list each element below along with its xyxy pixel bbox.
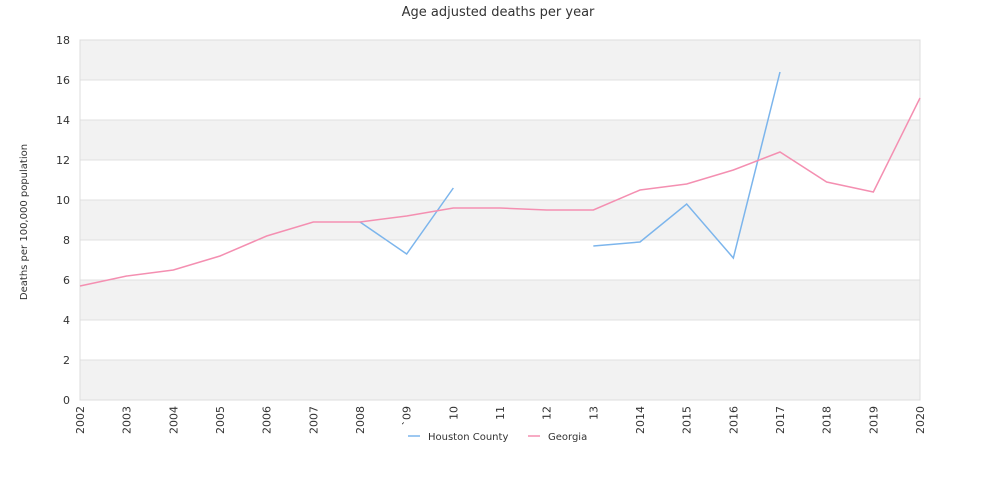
legend[interactable]: Houston County Georgia xyxy=(408,432,587,443)
grid-band xyxy=(80,40,920,80)
grid-band xyxy=(80,320,920,360)
x-tick-label: 2005 xyxy=(214,406,227,434)
y-tick-label: 10 xyxy=(56,194,70,207)
grid-bands xyxy=(80,40,920,400)
y-tick-label: 0 xyxy=(63,394,70,407)
x-tick-label: 10 xyxy=(447,406,460,420)
x-tick-label: 2008 xyxy=(354,406,367,434)
x-tick-label: 2003 xyxy=(121,406,134,434)
x-axis-ticks: 2002 2003 2004 2005 2006 2007 2008 `09 10 11 12 13 2… xyxy=(74,406,927,434)
x-tick-label: 11 xyxy=(494,406,507,420)
y-tick-label: 6 xyxy=(63,274,70,287)
grid-band xyxy=(80,360,920,400)
x-tick-label: 2014 xyxy=(634,406,647,434)
grid-band xyxy=(80,80,920,120)
y-axis-ticks: 0 2 4 6 8 10 12 14 16 18 xyxy=(56,34,70,407)
x-tick-label: 2016 xyxy=(727,406,740,434)
legend-label: Houston County xyxy=(428,432,508,443)
x-tick-label: 2018 xyxy=(821,406,834,434)
grid-band xyxy=(80,120,920,160)
x-tick-label: 12 xyxy=(541,406,554,420)
x-tick-label: 13 xyxy=(587,406,600,420)
x-tick-label: 2006 xyxy=(261,406,274,434)
x-tick-label: 2007 xyxy=(307,406,320,434)
y-tick-label: 14 xyxy=(56,114,70,127)
y-tick-label: 8 xyxy=(63,234,70,247)
y-tick-label: 16 xyxy=(56,74,70,87)
series-line-houston-county[interactable] xyxy=(593,71,781,260)
grid-band xyxy=(80,200,920,240)
plot-border xyxy=(79,39,921,401)
legend-label: Georgia xyxy=(548,432,587,443)
x-tick-label: 2002 xyxy=(74,406,87,434)
legend-item-houston-county[interactable]: Houston County xyxy=(408,432,508,443)
x-tick-label: 2019 xyxy=(867,406,880,434)
y-axis-label: Deaths per 100,000 population xyxy=(19,144,30,300)
x-tick-label: 2017 xyxy=(774,406,787,434)
y-tick-label: 4 xyxy=(63,314,70,327)
legend-item-georgia[interactable]: Georgia xyxy=(528,432,587,443)
series-lines xyxy=(79,71,921,287)
y-tick-label: 18 xyxy=(56,34,70,47)
y-tick-label: 12 xyxy=(56,154,70,167)
x-tick-label: 2015 xyxy=(681,406,694,434)
grid-band xyxy=(80,160,920,200)
x-tick-label: `09 xyxy=(401,406,414,426)
grid-band xyxy=(80,280,920,320)
y-tick-label: 2 xyxy=(63,354,70,367)
grid-lines xyxy=(79,39,921,401)
grid-band xyxy=(80,240,920,280)
chart-title: Age adjusted deaths per year xyxy=(402,5,595,20)
x-tick-label: 2020 xyxy=(914,406,927,434)
series-line-georgia[interactable] xyxy=(79,97,921,287)
x-tick-label: 2004 xyxy=(167,406,180,434)
